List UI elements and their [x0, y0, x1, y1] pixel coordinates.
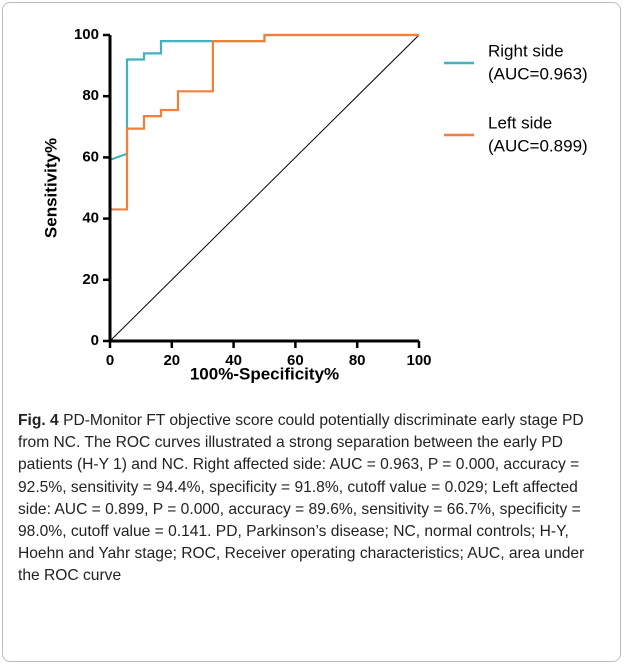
legend-auc: (AUC=0.963) [488, 64, 588, 83]
y-tick-label: 80 [82, 87, 99, 104]
y-tick-label: 0 [91, 332, 99, 349]
x-tick-label: 20 [163, 352, 180, 369]
x-axis-label: 100%-Specificity% [190, 364, 339, 383]
legend-auc: (AUC=0.899) [488, 136, 588, 155]
y-tick-label: 60 [82, 148, 99, 165]
x-tick-label: 40 [225, 352, 242, 369]
roc-curve [108, 33, 419, 341]
y-axis-label: Sensitivity% [41, 138, 60, 238]
y-tick-label: 20 [82, 271, 99, 288]
caption: Fig. 4 PD-Monitor FT objective score cou… [18, 410, 610, 588]
caption-text: PD-Monitor FT objective score could pote… [18, 412, 585, 585]
chart: 0 20 40 60 80 100 0 20 40 60 80 100 100%-Specificity… [41, 26, 588, 384]
legend-label: Left side [488, 113, 552, 132]
y-tick-label: 40 [82, 210, 99, 227]
legend-label: Right side [488, 41, 564, 60]
y-tick-label: 100 [74, 26, 99, 43]
caption-label: Fig. 4 [18, 412, 59, 429]
x-tick-label: 80 [349, 352, 366, 369]
x-tick-label: 0 [106, 352, 114, 369]
x-tick-label: 60 [287, 352, 304, 369]
reference-line [109, 34, 420, 342]
x-tick-label: 100 [406, 352, 431, 369]
